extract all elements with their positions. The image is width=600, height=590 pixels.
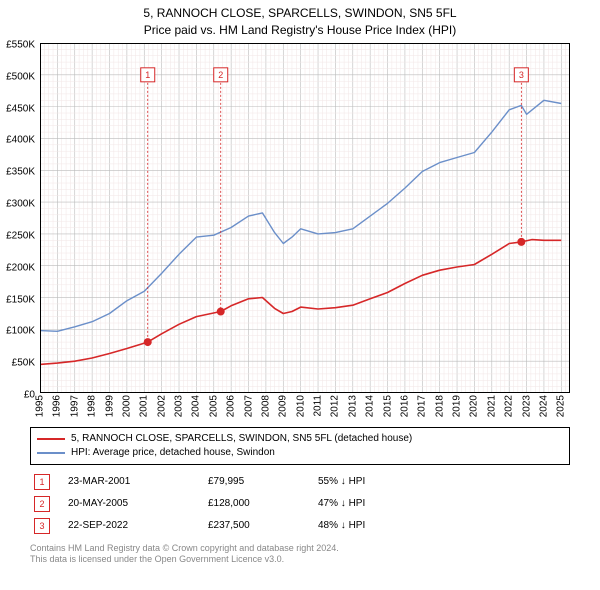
x-tick-label: 1997 xyxy=(69,395,80,417)
footer-line-1: Contains HM Land Registry data © Crown c… xyxy=(30,543,570,555)
y-tick-label: £50K xyxy=(12,358,35,369)
x-tick-label: 2004 xyxy=(191,395,202,417)
x-tick-label: 2016 xyxy=(399,395,410,417)
sale-hpi-3: 48% ↓ HPI xyxy=(318,520,365,531)
x-tick-label: 2009 xyxy=(278,395,289,417)
x-tick-label: 2000 xyxy=(121,395,132,417)
x-axis-labels: 1995199619971998199920002001200220032004… xyxy=(40,393,600,423)
sales-table: 1 23-MAR-2001 £79,995 55% ↓ HPI 2 20-MAY… xyxy=(30,471,570,537)
legend-row-2: HPI: Average price, detached house, Swin… xyxy=(37,446,563,460)
y-tick-label: £300K xyxy=(6,199,35,210)
sales-row-3: 3 22-SEP-2022 £237,500 48% ↓ HPI xyxy=(30,515,570,537)
sale-price-2: £128,000 xyxy=(208,498,318,509)
sale-date-2: 20-MAY-2005 xyxy=(68,498,208,509)
x-tick-label: 1998 xyxy=(87,395,98,417)
page: 5, RANNOCH CLOSE, SPARCELLS, SWINDON, SN… xyxy=(0,0,600,566)
footer-line-2: This data is licensed under the Open Gov… xyxy=(30,554,570,566)
y-tick-label: £550K xyxy=(6,40,35,51)
svg-text:3: 3 xyxy=(519,69,524,79)
y-axis-labels: £0£50K£100K£150K£200K£250K£300K£350K£400… xyxy=(0,45,38,395)
title-block: 5, RANNOCH CLOSE, SPARCELLS, SWINDON, SN… xyxy=(0,0,600,43)
x-tick-label: 2007 xyxy=(243,395,254,417)
x-tick-label: 2001 xyxy=(139,395,150,417)
x-tick-label: 2006 xyxy=(226,395,237,417)
y-tick-label: £350K xyxy=(6,167,35,178)
y-tick-label: £200K xyxy=(6,262,35,273)
x-tick-label: 2021 xyxy=(486,395,497,417)
svg-text:1: 1 xyxy=(145,69,150,79)
sale-marker-2: 2 xyxy=(34,496,50,512)
sale-price-3: £237,500 xyxy=(208,520,318,531)
svg-text:2: 2 xyxy=(218,69,223,79)
x-tick-label: 2020 xyxy=(469,395,480,417)
sale-marker-3: 3 xyxy=(34,518,50,534)
legend: 5, RANNOCH CLOSE, SPARCELLS, SWINDON, SN… xyxy=(30,427,570,465)
x-tick-label: 2024 xyxy=(538,395,549,417)
sales-row-1: 1 23-MAR-2001 £79,995 55% ↓ HPI xyxy=(30,471,570,493)
sale-hpi-2: 47% ↓ HPI xyxy=(318,498,365,509)
chart-svg: 1 2 3 xyxy=(40,43,570,393)
x-tick-label: 2012 xyxy=(330,395,341,417)
x-tick-label: 2003 xyxy=(174,395,185,417)
legend-swatch-1 xyxy=(37,438,65,440)
sale-date-3: 22-SEP-2022 xyxy=(68,520,208,531)
x-tick-label: 2018 xyxy=(434,395,445,417)
x-tick-label: 2014 xyxy=(365,395,376,417)
legend-row-1: 5, RANNOCH CLOSE, SPARCELLS, SWINDON, SN… xyxy=(37,432,563,446)
x-tick-label: 2022 xyxy=(504,395,515,417)
y-tick-label: £250K xyxy=(6,230,35,241)
x-tick-label: 2010 xyxy=(295,395,306,417)
y-tick-label: £400K xyxy=(6,135,35,146)
y-tick-label: £100K xyxy=(6,326,35,337)
legend-swatch-2 xyxy=(37,452,65,454)
sale-marker-1: 1 xyxy=(34,474,50,490)
x-tick-label: 2017 xyxy=(417,395,428,417)
x-tick-label: 2013 xyxy=(347,395,358,417)
title-line-2: Price paid vs. HM Land Registry's House … xyxy=(0,22,600,39)
y-tick-label: £0 xyxy=(24,390,35,401)
x-tick-label: 2002 xyxy=(156,395,167,417)
title-line-1: 5, RANNOCH CLOSE, SPARCELLS, SWINDON, SN… xyxy=(0,5,600,22)
x-tick-label: 2011 xyxy=(313,395,324,417)
legend-label-1: 5, RANNOCH CLOSE, SPARCELLS, SWINDON, SN… xyxy=(71,432,412,446)
x-tick-label: 1999 xyxy=(104,395,115,417)
x-tick-label: 2023 xyxy=(521,395,532,417)
legend-label-2: HPI: Average price, detached house, Swin… xyxy=(71,446,275,460)
x-tick-label: 2005 xyxy=(208,395,219,417)
x-tick-label: 1995 xyxy=(35,395,46,417)
x-tick-label: 2008 xyxy=(260,395,271,417)
x-tick-label: 2025 xyxy=(556,395,567,417)
x-tick-label: 2015 xyxy=(382,395,393,417)
footer: Contains HM Land Registry data © Crown c… xyxy=(30,543,570,566)
y-tick-label: £500K xyxy=(6,71,35,82)
sales-row-2: 2 20-MAY-2005 £128,000 47% ↓ HPI xyxy=(30,493,570,515)
x-tick-label: 1996 xyxy=(52,395,63,417)
chart-area: 1 2 3 xyxy=(40,43,600,393)
x-tick-label: 2019 xyxy=(452,395,463,417)
sale-date-1: 23-MAR-2001 xyxy=(68,476,208,487)
sale-hpi-1: 55% ↓ HPI xyxy=(318,476,365,487)
y-tick-label: £150K xyxy=(6,294,35,305)
sale-price-1: £79,995 xyxy=(208,476,318,487)
y-tick-label: £450K xyxy=(6,103,35,114)
